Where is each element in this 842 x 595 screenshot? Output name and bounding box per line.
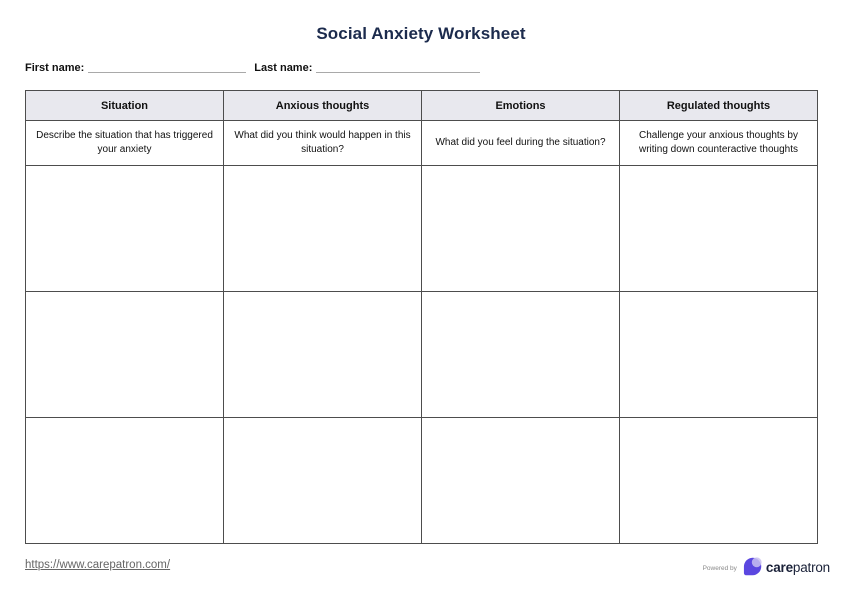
name-fields-row: First name: Last name: (25, 60, 817, 74)
table-cell[interactable] (421, 417, 620, 544)
table-cell[interactable] (223, 165, 422, 292)
first-name-input[interactable] (88, 61, 247, 73)
table-header-row: Situation Anxious thoughts Emotions Regu… (25, 90, 818, 121)
column-header-emotions: Emotions (421, 90, 620, 121)
column-header-situation: Situation (25, 90, 224, 121)
column-header-anxious-thoughts: Anxious thoughts (223, 90, 422, 121)
table-row (25, 291, 818, 418)
last-name-label: Last name: (254, 62, 313, 74)
first-name-label: First name: (25, 62, 85, 74)
table-cell[interactable] (619, 417, 818, 544)
column-desc-emotions: What did you feel during the situation? (421, 120, 620, 166)
powered-by-label: Powered by (702, 564, 737, 572)
brand-patron-text: patron (792, 560, 830, 575)
table-cell[interactable] (223, 291, 422, 418)
table-cell[interactable] (25, 165, 224, 292)
table-description-row: Describe the situation that has triggere… (25, 120, 818, 166)
table-cell[interactable] (619, 291, 818, 418)
carepatron-logo-icon (742, 556, 763, 577)
table-cell[interactable] (25, 417, 224, 544)
table-cell[interactable] (421, 165, 620, 292)
page-title: Social Anxiety Worksheet (316, 24, 526, 43)
table-cell[interactable] (421, 291, 620, 418)
table-cell[interactable] (619, 165, 818, 292)
carepatron-wordmark: carepatron (766, 558, 830, 575)
worksheet-table: Situation Anxious thoughts Emotions Regu… (25, 90, 818, 544)
brand-care-text: care (765, 560, 793, 575)
column-header-regulated-thoughts: Regulated thoughts (619, 90, 818, 121)
table-row (25, 165, 818, 292)
table-cell[interactable] (223, 417, 422, 544)
column-desc-regulated-thoughts: Challenge your anxious thoughts by writi… (619, 120, 818, 166)
carepatron-brand: Powered by carepatron (703, 556, 830, 577)
column-desc-anxious-thoughts: What did you think would happen in this … (223, 120, 422, 166)
last-name-input[interactable] (316, 61, 481, 73)
column-desc-situation: Describe the situation that has triggere… (25, 120, 224, 166)
carepatron-link[interactable]: https://www.carepatron.com/ (25, 559, 171, 571)
table-row (25, 417, 818, 544)
table-cell[interactable] (25, 291, 224, 418)
